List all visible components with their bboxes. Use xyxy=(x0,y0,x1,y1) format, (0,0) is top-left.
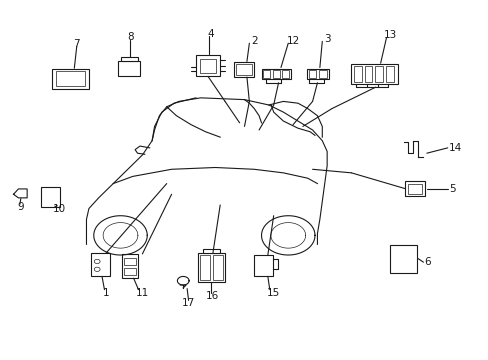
Bar xyxy=(203,249,220,253)
Text: 10: 10 xyxy=(53,203,66,213)
Text: 5: 5 xyxy=(448,184,454,194)
Text: 4: 4 xyxy=(207,28,213,39)
Bar xyxy=(385,66,393,82)
Bar xyxy=(198,253,224,282)
Text: 2: 2 xyxy=(250,36,257,46)
Bar xyxy=(404,181,425,196)
Bar xyxy=(254,255,272,276)
Bar xyxy=(318,70,326,78)
Bar xyxy=(52,68,89,89)
Bar xyxy=(118,62,140,76)
Bar xyxy=(236,64,251,75)
Text: 8: 8 xyxy=(127,32,133,42)
Bar xyxy=(91,253,110,276)
Bar xyxy=(212,255,222,280)
Bar xyxy=(196,55,220,76)
Text: 16: 16 xyxy=(206,291,219,301)
Text: 13: 13 xyxy=(383,30,396,40)
Text: 14: 14 xyxy=(448,143,461,153)
Bar xyxy=(282,70,288,78)
Text: 9: 9 xyxy=(18,202,24,212)
Bar xyxy=(272,70,279,78)
Bar xyxy=(200,255,209,280)
Bar xyxy=(263,70,270,78)
Bar xyxy=(123,267,135,275)
Text: 11: 11 xyxy=(136,288,149,297)
Bar xyxy=(407,184,421,194)
Bar xyxy=(200,59,215,73)
Bar xyxy=(308,70,316,78)
Text: 3: 3 xyxy=(323,34,330,44)
Text: 6: 6 xyxy=(424,257,430,267)
Bar xyxy=(351,64,397,84)
Bar xyxy=(389,245,416,273)
Bar xyxy=(306,68,328,79)
Bar xyxy=(374,66,382,82)
Bar xyxy=(122,254,137,278)
Text: 15: 15 xyxy=(266,288,280,297)
Bar xyxy=(41,187,60,207)
Text: 17: 17 xyxy=(182,298,195,308)
Bar xyxy=(261,68,290,79)
Bar xyxy=(364,66,372,82)
Bar xyxy=(233,62,254,77)
Text: 12: 12 xyxy=(286,36,299,46)
Bar xyxy=(353,66,361,82)
Text: 7: 7 xyxy=(73,39,80,49)
Bar xyxy=(120,57,137,62)
Text: 1: 1 xyxy=(102,288,109,297)
Bar xyxy=(123,257,135,265)
Bar xyxy=(56,71,85,86)
